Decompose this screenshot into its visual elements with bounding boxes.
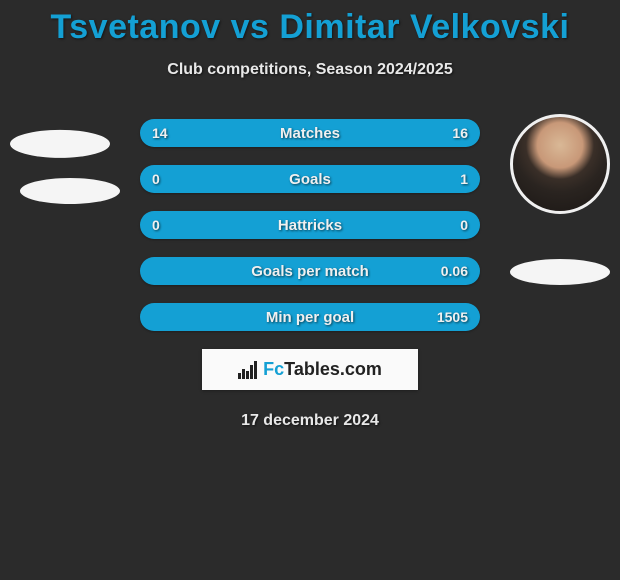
stat-label: Hattricks <box>278 217 342 234</box>
stat-left-value: 0 <box>152 171 160 187</box>
stat-right-value: 0.06 <box>441 263 468 279</box>
bar-chart-icon <box>238 361 257 379</box>
stat-label: Min per goal <box>266 309 354 326</box>
stat-left-value: 0 <box>152 217 160 233</box>
stat-row: Min per goal 1505 <box>140 303 480 331</box>
brand-box[interactable]: FcTables.com <box>202 349 418 390</box>
brand-prefix: Fc <box>263 359 284 379</box>
stat-label: Matches <box>280 125 340 142</box>
stat-row: Goals per match 0.06 <box>140 257 480 285</box>
brand-text: FcTables.com <box>263 359 382 380</box>
stat-row: 14 Matches 16 <box>140 119 480 147</box>
stat-label: Goals <box>289 171 331 188</box>
comparison-card: Tsvetanov vs Dimitar Velkovski Club comp… <box>0 0 620 430</box>
date-label: 17 december 2024 <box>0 412 620 430</box>
stat-row: 0 Goals 1 <box>140 165 480 193</box>
stat-right-value: 1505 <box>437 309 468 325</box>
stats-list: 14 Matches 16 0 Goals 1 0 Hattricks 0 Go… <box>0 119 620 331</box>
stat-label: Goals per match <box>251 263 369 280</box>
stat-right-value: 0 <box>460 217 468 233</box>
subtitle: Club competitions, Season 2024/2025 <box>0 61 620 79</box>
stat-right-value: 16 <box>452 125 468 141</box>
stat-left-value: 14 <box>152 125 168 141</box>
stat-row: 0 Hattricks 0 <box>140 211 480 239</box>
stat-right-value: 1 <box>460 171 468 187</box>
page-title: Tsvetanov vs Dimitar Velkovski <box>0 0 620 47</box>
brand-suffix: Tables.com <box>284 359 382 379</box>
